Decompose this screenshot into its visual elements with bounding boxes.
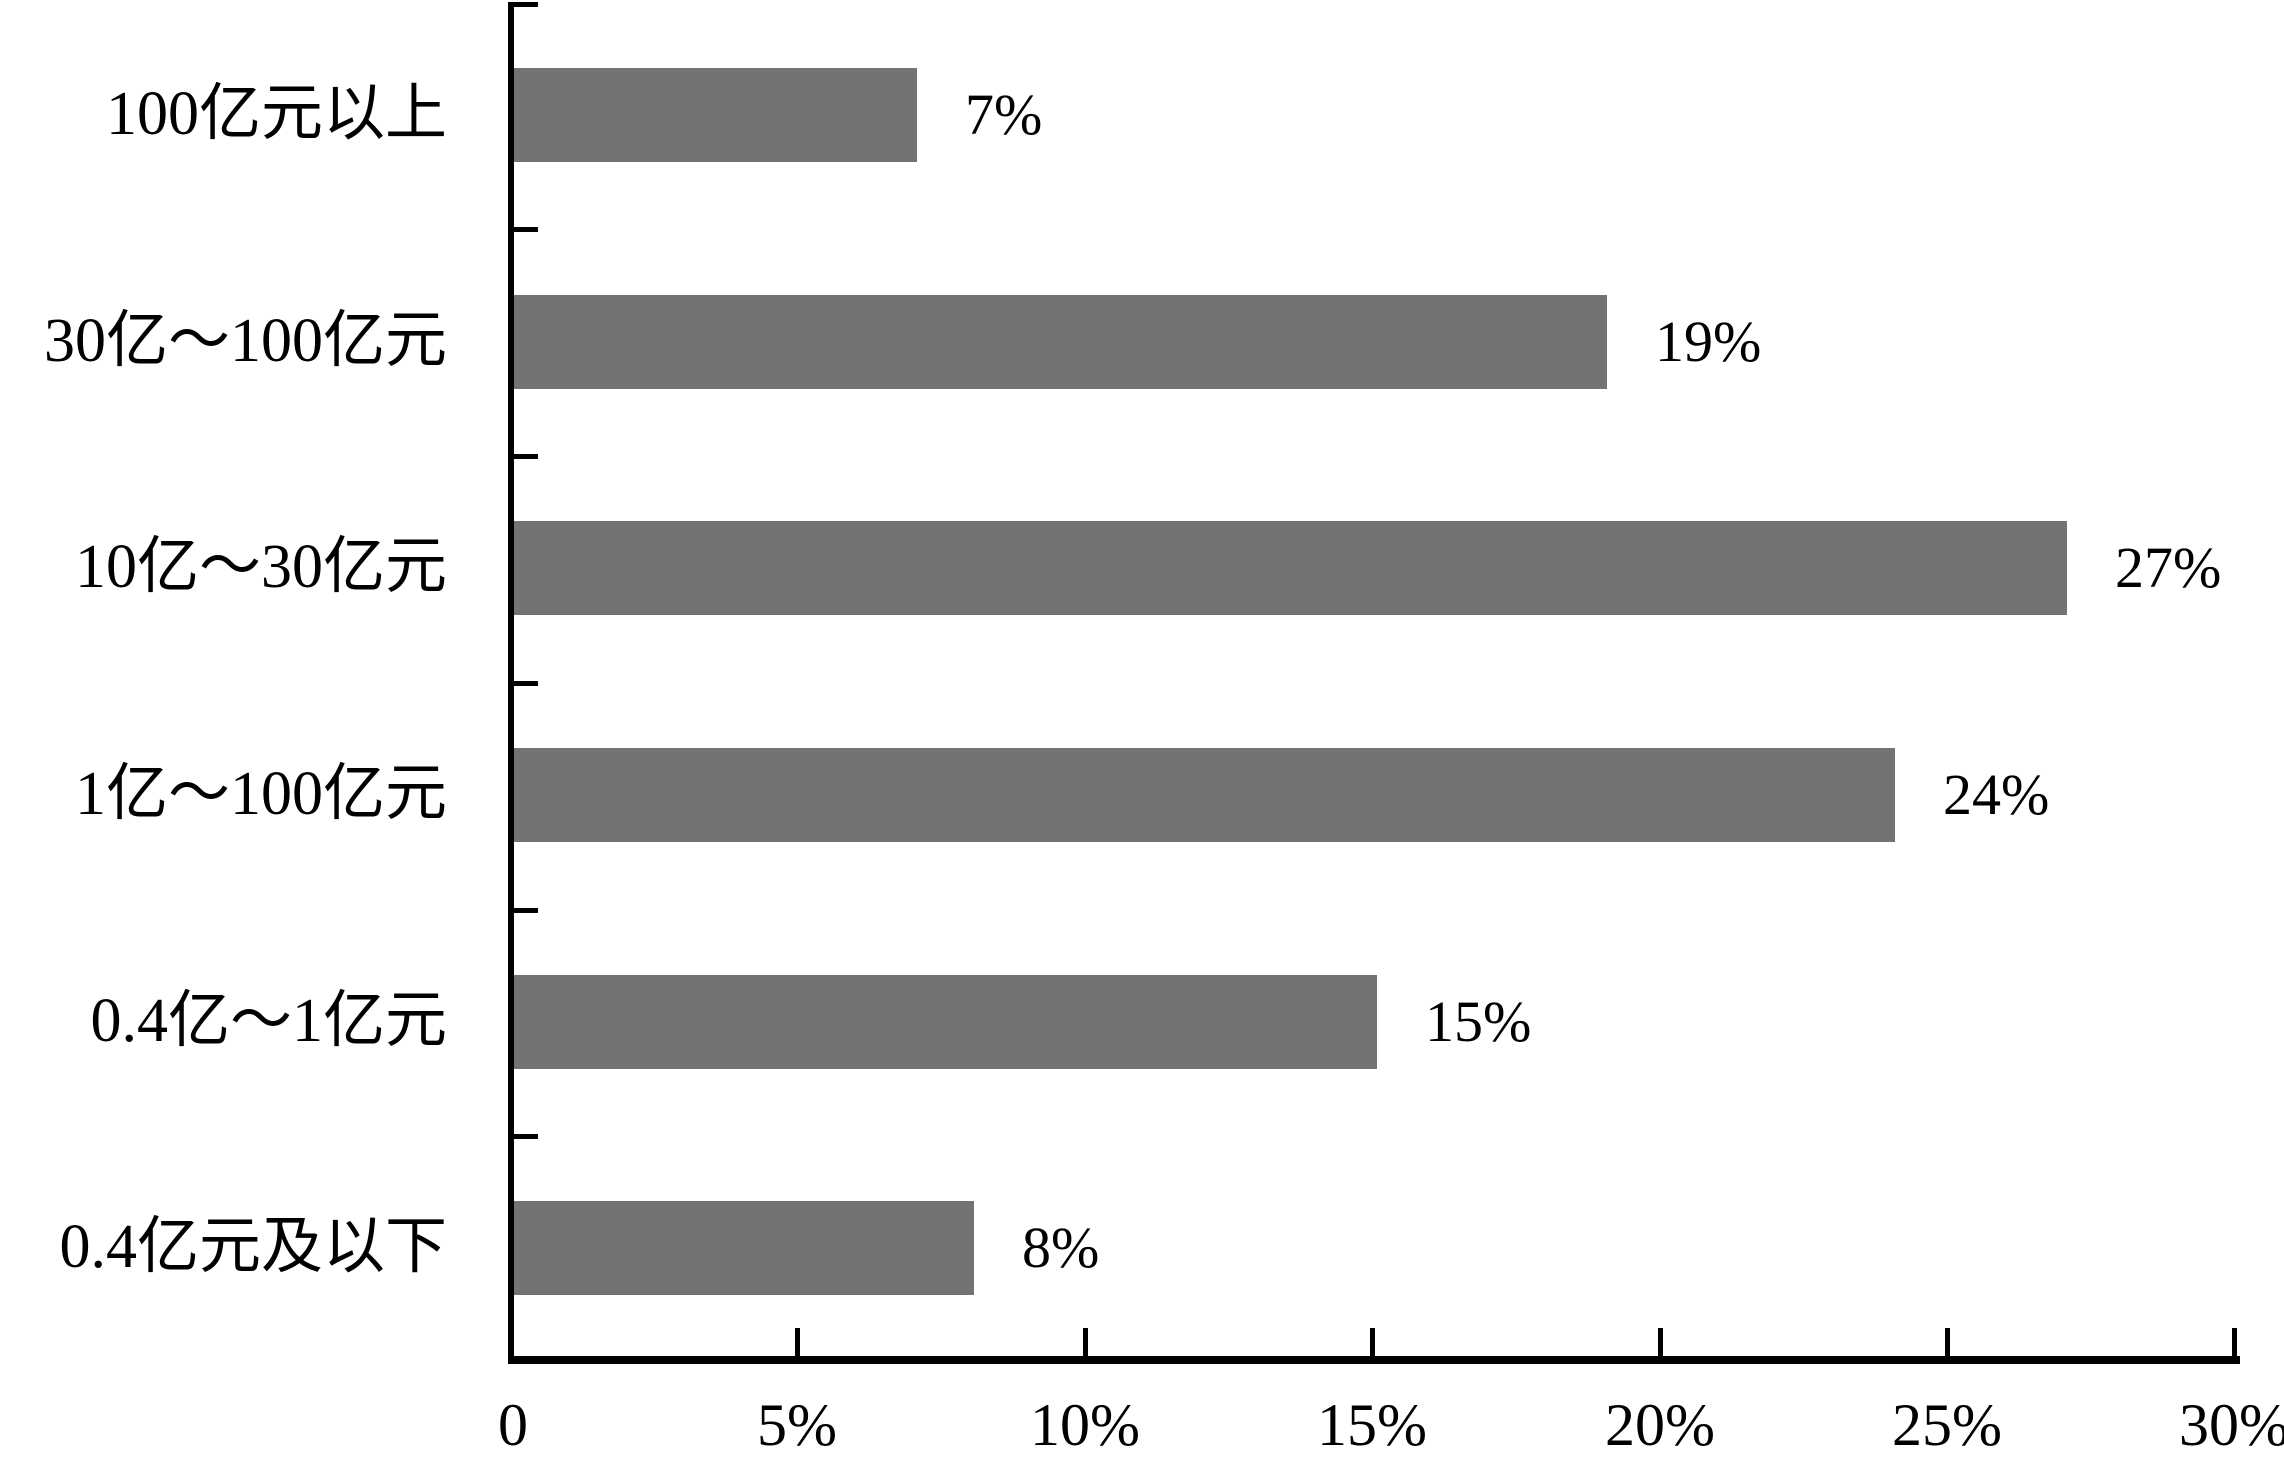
x-tick-label: 25%: [1892, 1392, 2002, 1458]
x-tick-label: 20%: [1605, 1392, 1715, 1458]
x-axis-tick: [2232, 1328, 2237, 1356]
bar-row: 10亿～30亿元 27%: [0, 453, 2284, 680]
x-tick-label: 30%: [2179, 1392, 2284, 1458]
bar: [514, 975, 1377, 1069]
x-tick-label: 0: [498, 1392, 528, 1458]
y-axis-line: [508, 2, 514, 1362]
bar-row: 30亿～100亿元 19%: [0, 227, 2284, 454]
category-label: 100亿元以上: [105, 79, 447, 148]
bar: [514, 521, 2067, 615]
x-axis-tick: [1658, 1328, 1663, 1356]
y-axis-tick: [514, 1134, 538, 1139]
y-axis-tick: [514, 681, 538, 686]
x-axis-tick: [1083, 1328, 1088, 1356]
bar: [514, 748, 1895, 842]
bar: [514, 295, 1607, 389]
bar: [514, 1201, 974, 1295]
bar-row: 0.4亿元及以下 8%: [0, 1133, 2284, 1360]
category-label: 30亿～100亿元: [43, 306, 447, 375]
value-label: 19%: [1655, 309, 1762, 374]
x-axis-tick: [1370, 1328, 1375, 1356]
category-label: 10亿～30亿元: [74, 532, 447, 601]
bar-row: 1亿～100亿元 24%: [0, 680, 2284, 907]
category-label: 1亿～100亿元: [74, 759, 447, 828]
bar-row: 100亿元以上 7%: [0, 0, 2284, 227]
bar: [514, 68, 917, 162]
x-tick-label: 10%: [1030, 1392, 1140, 1458]
y-axis-tick: [514, 227, 538, 232]
x-tick-label: 5%: [757, 1392, 837, 1458]
y-axis-tick: [514, 2, 538, 7]
value-label: 24%: [1943, 762, 2050, 827]
category-label: 0.4亿～1亿元: [90, 986, 447, 1055]
x-axis-tick: [795, 1328, 800, 1356]
bar-row: 0.4亿～1亿元 15%: [0, 907, 2284, 1134]
value-label: 7%: [965, 82, 1043, 147]
category-label: 0.4亿元及以下: [59, 1212, 447, 1281]
x-axis-tick: [1945, 1328, 1950, 1356]
value-label: 27%: [2115, 535, 2222, 600]
x-axis-line: [508, 1356, 2240, 1364]
x-tick-label: 15%: [1317, 1392, 1427, 1458]
value-label: 15%: [1425, 989, 1532, 1054]
y-axis-tick: [514, 908, 538, 913]
value-label: 8%: [1022, 1215, 1100, 1280]
y-axis-tick: [514, 454, 538, 459]
